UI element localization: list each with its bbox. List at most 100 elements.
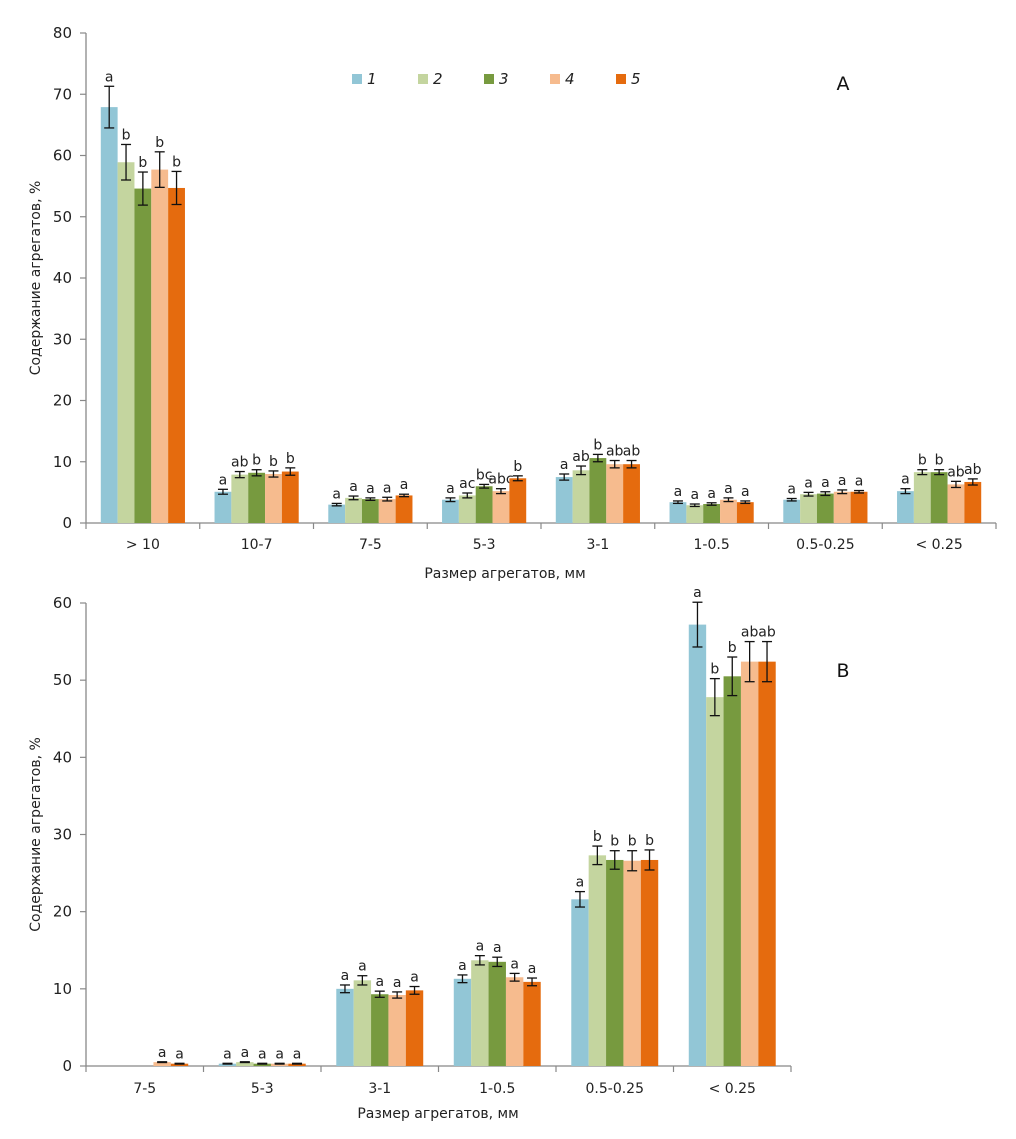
significance-label: a [690,487,699,503]
bar-series-2 [353,980,372,1066]
y-tick-label: 50 [53,208,72,226]
significance-label: a [707,486,716,502]
y-tick-label: 60 [53,147,72,165]
significance-label: a [393,975,402,991]
significance-label: bc [476,467,493,483]
bar-series-3 [606,859,624,1066]
significance-label: a [383,480,392,496]
bar-series-2 [706,697,724,1066]
significance-label: b [728,640,737,656]
bar-series-5 [170,1063,189,1066]
bar-series-4 [505,977,524,1066]
bar-series-5 [288,1063,306,1066]
bar-series-4 [833,491,851,523]
significance-label: a [223,1046,232,1062]
significance-label: ab [606,444,624,460]
bar-series-5 [850,491,868,523]
bar-series-4 [270,1063,289,1066]
bar-series-4 [151,169,169,523]
significance-label: a [560,457,569,473]
bar-series-4 [606,464,624,523]
significance-label: a [332,486,341,502]
x-axis-title: Размер агрегатов, мм [357,1106,518,1122]
bar-series-1 [100,107,118,524]
y-tick-label: 60 [53,594,72,612]
significance-label: a [674,484,683,500]
legend-swatch-5 [616,74,626,84]
bar-series-1 [218,1063,237,1066]
legend-label: 3 [499,70,509,88]
y-tick-label: 20 [53,903,72,921]
bar-series-4 [388,995,406,1066]
bar-series-5 [736,502,754,523]
significance-label: a [855,474,864,490]
bar-series-4 [378,499,396,523]
significance-label: a [446,481,455,497]
bar-series-4 [947,484,965,523]
category-label: 1-0.5 [479,1081,515,1097]
significance-label: a [366,481,375,497]
bar-series-4 [623,860,641,1066]
x-axis-title: Размер агрегатов, мм [424,566,585,582]
significance-label: b [935,453,944,469]
bar-series-2 [117,162,135,524]
significance-label: a [358,959,367,975]
significance-label: ac [459,476,475,492]
bar-series-5 [281,471,299,523]
significance-label: a [458,958,467,974]
significance-label: b [918,453,927,469]
bar-series-1 [688,624,707,1066]
category-label: 5-3 [251,1081,274,1097]
bar-series-2 [913,472,931,523]
legend-label: 2 [433,70,443,88]
bar-series-1 [214,491,232,523]
bar-series-2 [686,505,704,523]
significance-label: a [241,1045,250,1061]
bar-series-1 [783,499,801,523]
bar-series-2 [572,470,590,523]
category-label: > 10 [126,537,160,553]
bar-series-3 [488,961,506,1066]
significance-label: b [593,829,602,845]
category-label: 5-3 [473,537,496,553]
bar-series-3 [475,486,493,523]
y-tick-label: 0 [62,1057,72,1075]
significance-label: a [349,479,358,495]
y-tick-label: 40 [53,748,72,766]
significance-label: a [493,940,502,956]
bar-series-3 [371,994,389,1066]
bar-series-3 [703,504,721,523]
legend-swatch-2 [418,74,428,84]
significance-label: b [286,451,295,467]
significance-label: b [122,127,131,143]
significance-label: a [510,956,519,972]
category-label: 7-5 [359,537,382,553]
significance-label: ab [572,449,590,465]
bar-series-4 [492,491,510,523]
significance-label: abc [488,472,513,488]
y-tick-label: 70 [53,85,72,103]
bar-series-1 [328,504,346,523]
significance-label: b [252,453,261,469]
significance-label: a [105,69,114,85]
significance-label: a [901,472,910,488]
bar-series-1 [669,502,687,523]
bar-series-5 [623,464,640,523]
significance-label: ab [947,464,965,480]
y-tick-label: 20 [53,392,72,410]
bar-series-5 [964,481,982,523]
bar-series-4 [740,661,759,1066]
bar-series-2 [345,497,362,523]
bar-series-1 [555,477,573,523]
bar-series-2 [458,495,476,523]
bar-series-1 [897,491,914,523]
bar-series-1 [571,899,589,1066]
y-axis-title: Содержание агрегатов, % [28,181,44,376]
bar-series-4 [265,474,282,523]
significance-label: ab [964,462,982,478]
category-label: < 0.25 [709,1081,756,1097]
bar-series-3 [134,188,152,523]
